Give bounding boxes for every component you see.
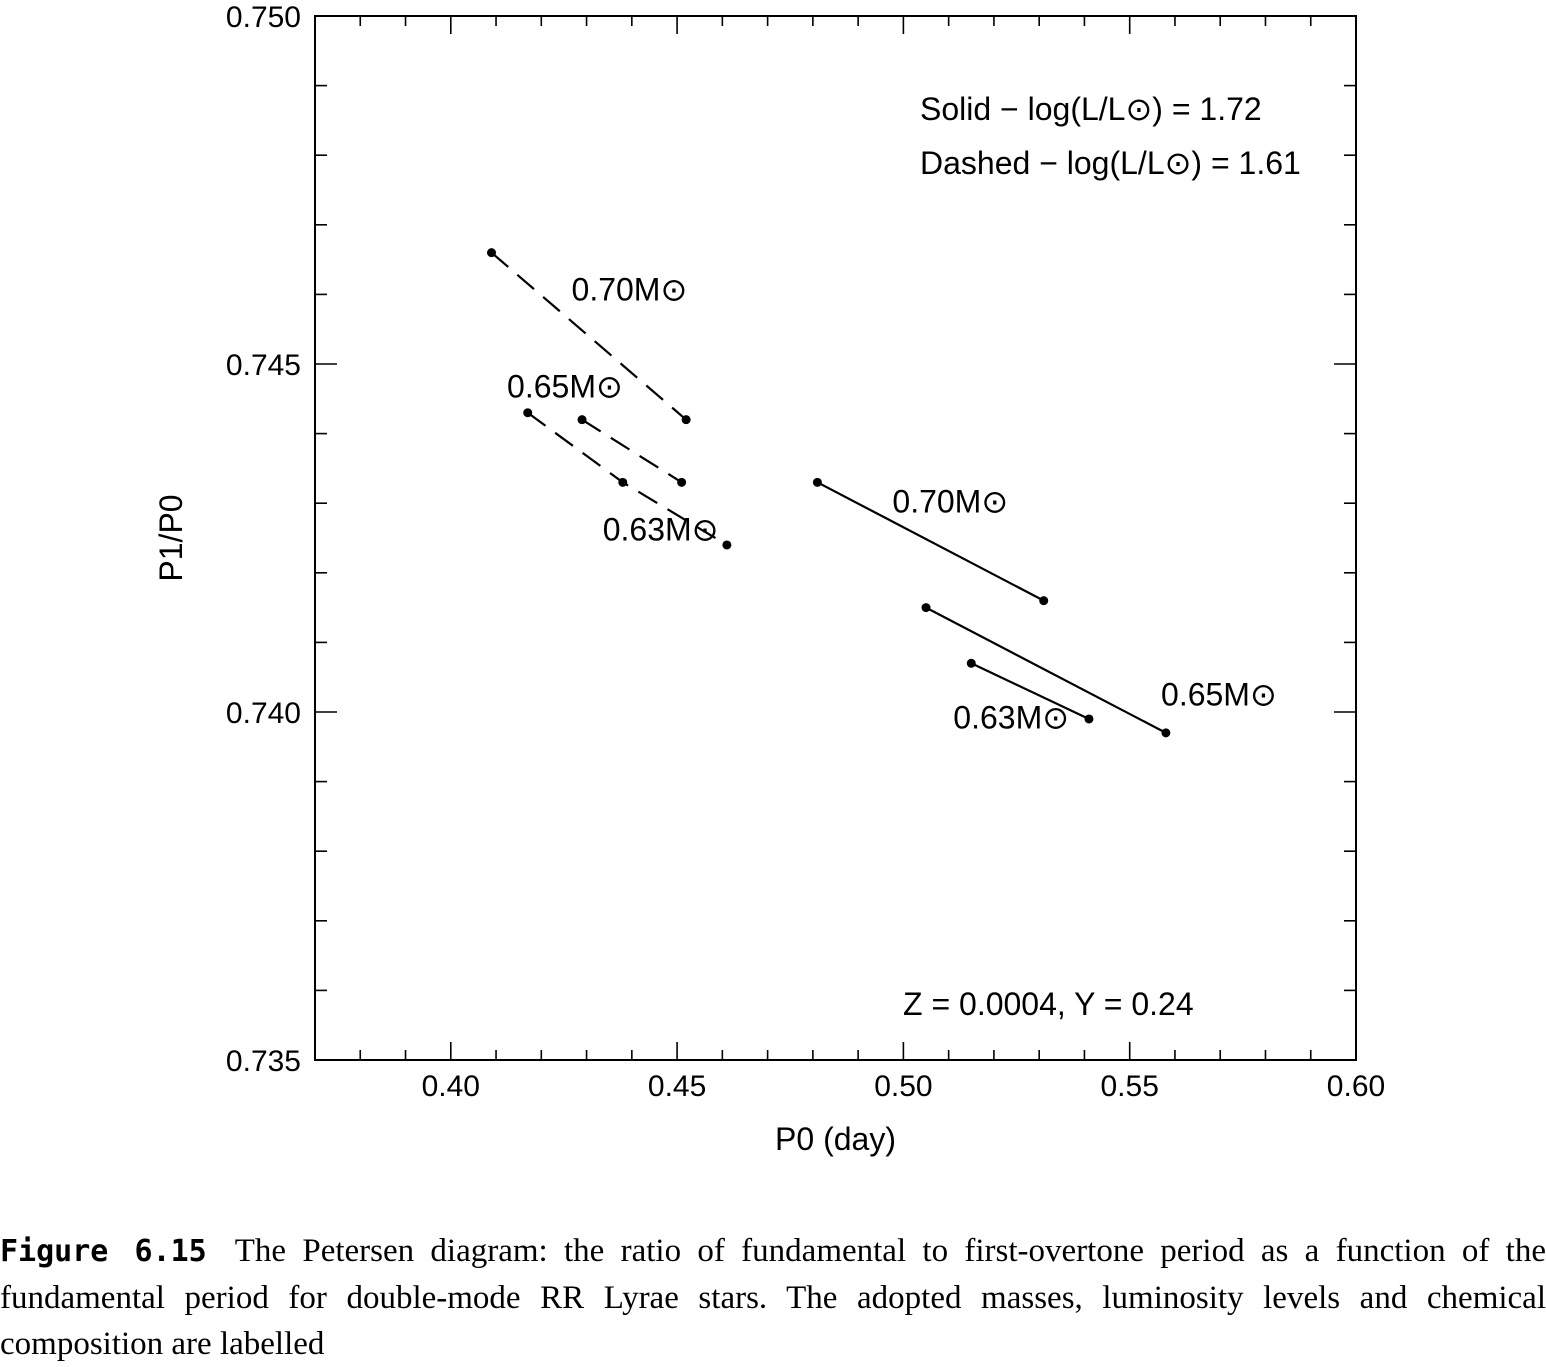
series-label: 0.65M⊙ bbox=[507, 369, 623, 405]
data-point bbox=[966, 658, 976, 668]
data-point bbox=[1161, 728, 1171, 738]
data-point bbox=[1039, 596, 1049, 606]
x-tick-label: 0.45 bbox=[648, 1070, 706, 1103]
data-point bbox=[677, 477, 687, 487]
y-tick-label: 0.745 bbox=[226, 349, 301, 382]
series-label: 0.70M⊙ bbox=[892, 483, 1008, 519]
data-point bbox=[812, 477, 822, 487]
data-point bbox=[577, 415, 587, 425]
plot-frame bbox=[314, 15, 1357, 1061]
series-label: 0.63M⊙ bbox=[603, 512, 719, 548]
caption-text: The Petersen diagram: the ratio of funda… bbox=[0, 1233, 1546, 1362]
data-point bbox=[618, 477, 628, 487]
petersen-diagram: 0.40 0.45 0.50 0.55 0.60 0.735 0.740 0.745 0.750… bbox=[153, 1, 1385, 1157]
series-line-solid bbox=[816, 481, 1045, 602]
y-tick-label: 0.750 bbox=[226, 1, 301, 34]
composition-label: Z = 0.0004, Y = 0.24 bbox=[903, 986, 1194, 1022]
data-point bbox=[487, 248, 497, 258]
data-point bbox=[921, 603, 931, 613]
series-line-dashed bbox=[490, 251, 687, 421]
series-line-solid bbox=[925, 606, 1167, 734]
data-point bbox=[1084, 714, 1094, 724]
series-label: 0.63M⊙ bbox=[953, 699, 1069, 735]
series-label: 0.65M⊙ bbox=[1161, 677, 1277, 713]
data-point bbox=[681, 415, 691, 425]
data-point bbox=[722, 540, 732, 550]
solid-legend: Solid − log(L/L⊙) = 1.72 bbox=[920, 91, 1262, 127]
dashed-legend: Dashed − log(L/L⊙) = 1.61 bbox=[920, 145, 1301, 181]
x-tick-label: 0.60 bbox=[1327, 1070, 1385, 1103]
series-label: 0.70M⊙ bbox=[572, 272, 688, 308]
y-tick-label: 0.740 bbox=[226, 697, 301, 730]
series-line-dashed bbox=[581, 418, 683, 484]
data-point bbox=[523, 408, 533, 418]
y-tick-label: 0.735 bbox=[226, 1045, 301, 1078]
x-tick-label: 0.50 bbox=[874, 1070, 932, 1103]
figure-caption: Figure 6.15 The Petersen diagram: the rat… bbox=[0, 1228, 1546, 1367]
y-axis-title: P1/P0 bbox=[153, 494, 189, 581]
x-tick-label: 0.55 bbox=[1101, 1070, 1159, 1103]
series-line-solid bbox=[970, 662, 1090, 720]
x-tick-label: 0.40 bbox=[422, 1070, 480, 1103]
caption-label: Figure 6.15 bbox=[0, 1234, 207, 1269]
x-axis-title: P0 (day) bbox=[775, 1121, 896, 1157]
